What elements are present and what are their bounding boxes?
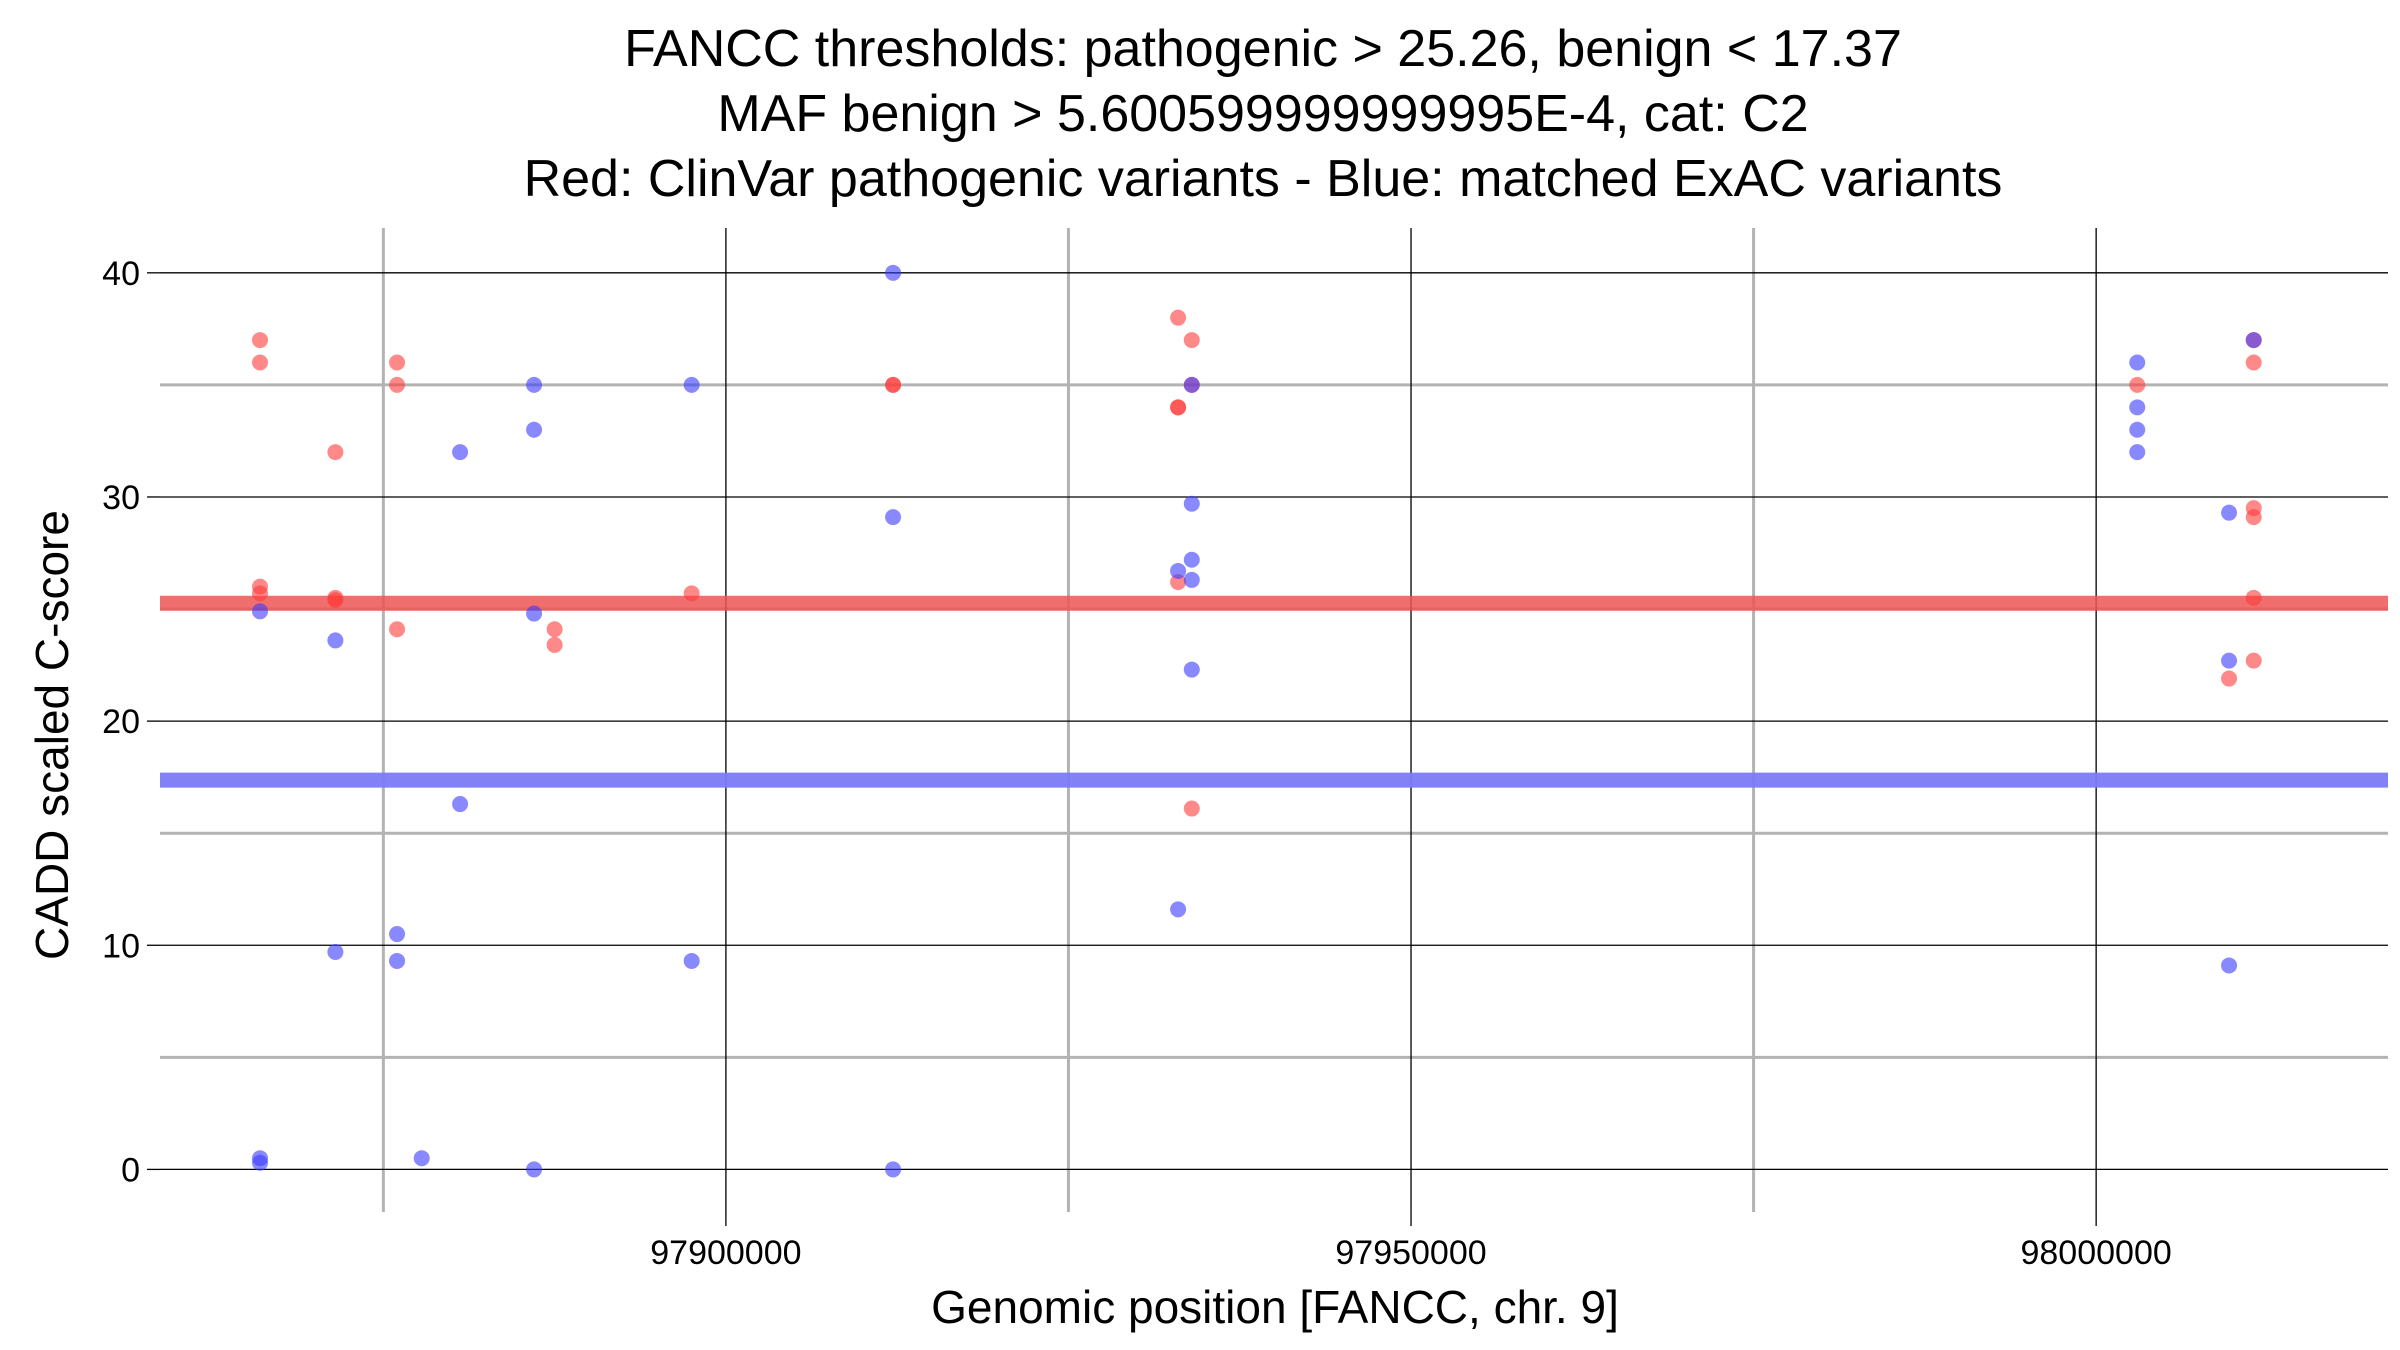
clinvar-pathogenic-point	[546, 621, 563, 638]
exac-variant-point	[1183, 495, 1200, 512]
exac-variant-point	[885, 1161, 902, 1178]
x-tick-label: 97950000	[1335, 1234, 1486, 1272]
exac-variant-point	[526, 1161, 543, 1178]
exac-variant-point	[1183, 661, 1200, 678]
exac-variant-point	[1183, 551, 1200, 568]
y-tick-label: 20	[102, 703, 140, 741]
clinvar-pathogenic-point	[2245, 589, 2262, 606]
exac-variant-point	[452, 444, 469, 461]
y-tick-label: 10	[102, 927, 140, 965]
clinvar-pathogenic-point	[252, 332, 269, 349]
exac-variant-point	[2221, 504, 2238, 521]
exac-variant-point	[2129, 444, 2146, 461]
clinvar-pathogenic-point	[2245, 354, 2262, 371]
exac-variant-point	[327, 632, 344, 649]
exac-variant-point	[2129, 354, 2146, 371]
clinvar-pathogenic-point	[546, 636, 563, 653]
exac-variant-point	[526, 376, 543, 393]
clinvar-pathogenic-point	[2221, 670, 2238, 687]
y-axis: 0 10 20 30 40	[102, 255, 160, 1189]
clinvar-pathogenic-point	[389, 621, 406, 638]
exac-variant-point	[2245, 332, 2262, 349]
exac-variant-point	[885, 509, 902, 526]
clinvar-pathogenic-point	[1183, 800, 1200, 817]
y-axis-title: CADD scaled C-score	[26, 510, 78, 960]
exac-variant-point	[2221, 652, 2238, 669]
major-gridlines	[160, 228, 2388, 1212]
exac-variant-point	[389, 926, 406, 943]
exac-variant-point	[1170, 562, 1187, 579]
threshold-lines	[160, 595, 2388, 788]
clinvar-pathogenic-point	[389, 354, 406, 371]
exac-variant-point	[1170, 901, 1187, 918]
exac-variant-point	[327, 943, 344, 960]
y-tick-label: 40	[102, 255, 140, 293]
data-points	[252, 264, 2262, 1178]
clinvar-pathogenic-point	[252, 354, 269, 371]
clinvar-pathogenic-point	[327, 592, 344, 609]
x-axis: 97900000 97950000 98000000	[650, 1212, 2172, 1272]
title-line-1: FANCC thresholds: pathogenic > 25.26, be…	[624, 20, 1902, 78]
exac-variant-point	[252, 1154, 269, 1171]
clinvar-pathogenic-point	[885, 376, 902, 393]
exac-variant-point	[526, 421, 543, 438]
title-line-2: MAF benign > 5.600599999999995E-4, cat: …	[717, 85, 1808, 143]
clinvar-pathogenic-point	[327, 444, 344, 461]
clinvar-pathogenic-point	[2245, 509, 2262, 526]
minor-gridlines	[160, 228, 2388, 1212]
clinvar-pathogenic-point	[252, 585, 269, 602]
chart-title: FANCC thresholds: pathogenic > 25.26, be…	[524, 20, 2003, 208]
exac-variant-point	[2129, 421, 2146, 438]
clinvar-pathogenic-point	[389, 376, 406, 393]
clinvar-pathogenic-point	[1170, 574, 1187, 591]
clinvar-pathogenic-point	[1170, 399, 1187, 416]
x-axis-title: Genomic position [FANCC, chr. 9]	[931, 1281, 1619, 1333]
x-tick-label: 97900000	[650, 1234, 801, 1272]
title-line-3: Red: ClinVar pathogenic variants - Blue:…	[524, 150, 2003, 208]
exac-variant-point	[1183, 376, 1200, 393]
y-tick-label: 0	[121, 1151, 140, 1189]
clinvar-pathogenic-point	[2245, 652, 2262, 669]
exac-variant-point	[252, 603, 269, 620]
exac-variant-point	[2221, 957, 2238, 974]
exac-variant-point	[389, 952, 406, 969]
x-tick-label: 98000000	[2020, 1234, 2171, 1272]
clinvar-pathogenic-point	[1183, 332, 1200, 349]
exac-variant-point	[2129, 399, 2146, 416]
y-tick-label: 30	[102, 479, 140, 517]
exac-variant-point	[885, 264, 902, 281]
exac-variant-point	[526, 605, 543, 622]
exac-variant-point	[683, 952, 700, 969]
clinvar-pathogenic-point	[2129, 376, 2146, 393]
exac-variant-point	[683, 376, 700, 393]
clinvar-pathogenic-point	[1170, 309, 1187, 326]
exac-variant-point	[1183, 571, 1200, 588]
exac-variant-point	[452, 796, 469, 813]
clinvar-pathogenic-point	[683, 585, 700, 602]
exac-variant-point	[413, 1150, 430, 1167]
